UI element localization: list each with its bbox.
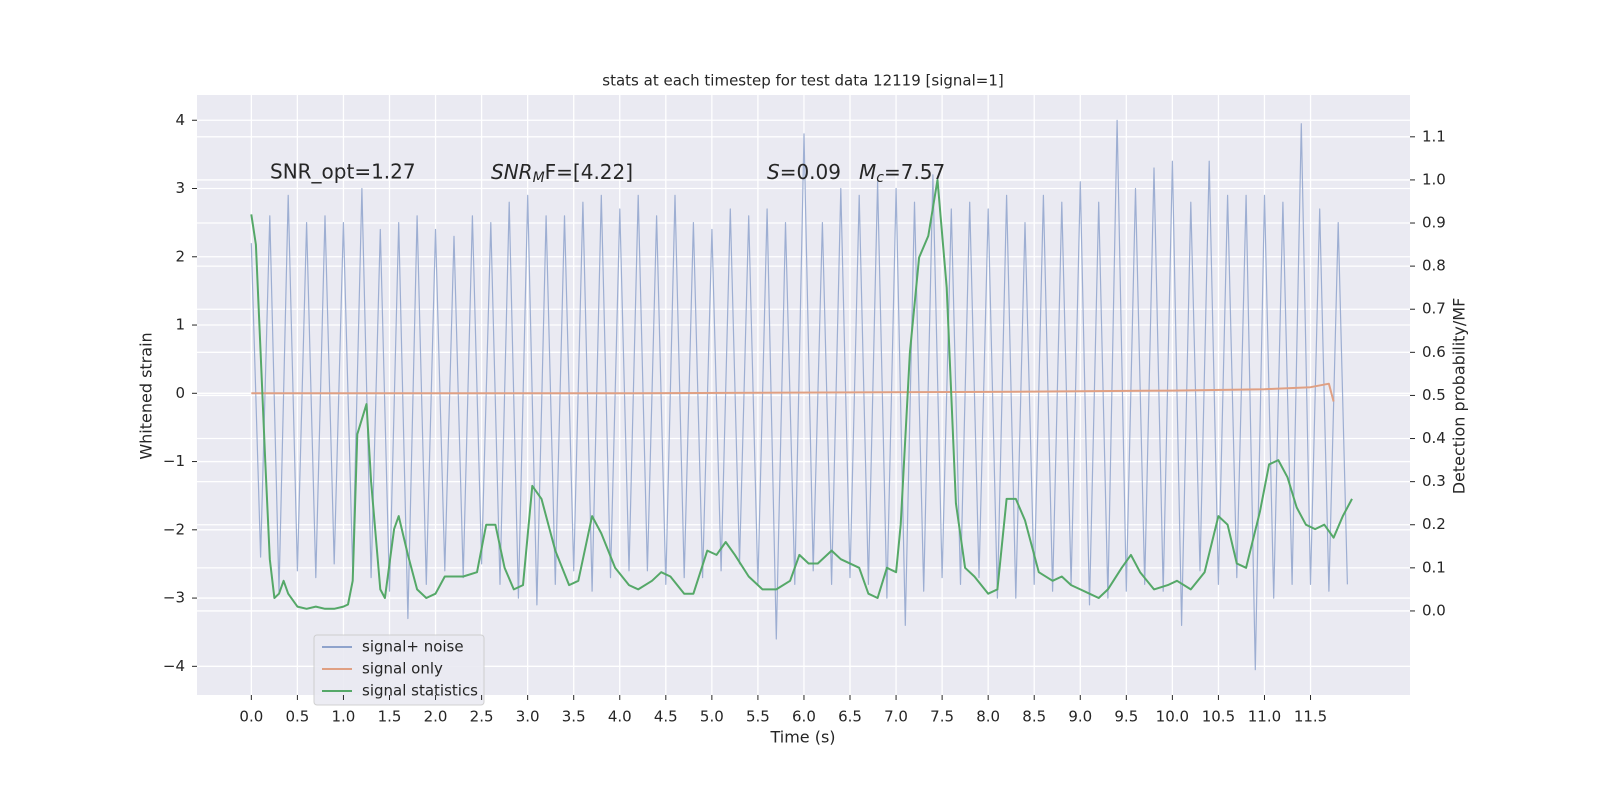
y-tick-label: −1	[163, 452, 185, 470]
y2-tick-label: 1.1	[1422, 127, 1446, 145]
annotation-sub: c	[876, 170, 884, 186]
chart-title: stats at each timestep for test data 121…	[602, 72, 1003, 90]
x-tick-label: 4.0	[608, 708, 632, 726]
y-tick-label: 4	[175, 111, 185, 129]
annotation-part: S	[767, 160, 780, 184]
x-tick-label: 2.0	[424, 708, 448, 726]
annotation: SNRMF=[4.22]	[491, 160, 633, 187]
annotation-part: M	[859, 160, 876, 184]
annotation: SNR_opt=1.27	[270, 160, 416, 184]
series-line	[251, 382, 1335, 402]
legend-label: signal+ noise	[362, 638, 464, 656]
x-tick-label: 8.5	[1022, 708, 1046, 726]
y2-tick-label: 0.5	[1422, 386, 1446, 404]
x-tick-label: 3.0	[516, 708, 540, 726]
x-tick-label: 4.5	[654, 708, 678, 726]
x-tick-label: 7.5	[930, 708, 954, 726]
y2-tick-label: 0.2	[1422, 515, 1446, 533]
x-tick-label: 9.0	[1068, 708, 1092, 726]
y2-tick-label: 0.8	[1422, 257, 1446, 275]
x-tick-label: 11.0	[1248, 708, 1281, 726]
x-tick-label: 2.5	[470, 708, 494, 726]
marks	[250, 119, 1353, 671]
y2-axis-label: Detection probability/MF	[1450, 298, 1469, 495]
y2-tick-label: 0.9	[1422, 214, 1446, 232]
y-tick-label: −2	[163, 520, 185, 538]
legend-frame	[313, 634, 485, 706]
x-tick-label: 6.0	[792, 708, 816, 726]
legend-label: signal only	[362, 660, 443, 678]
y2-tick-label: 0.7	[1422, 300, 1446, 318]
x-tick-label: 10.5	[1202, 708, 1235, 726]
annotation-sub: M	[533, 170, 545, 186]
x-tick-label: 0.0	[239, 708, 263, 726]
y2-tick-label: 1.0	[1422, 170, 1446, 188]
y2-tick-label: 0.0	[1422, 601, 1446, 619]
grid	[197, 95, 1410, 695]
x-tick-label: 6.5	[838, 708, 862, 726]
x-tick-label: 1.5	[378, 708, 402, 726]
x-tick-label: 11.5	[1294, 708, 1327, 726]
y2-tick-label: 0.1	[1422, 558, 1446, 576]
legend: signal+ noise signal only signal statistic…	[313, 634, 485, 706]
x-tick-label: 8.0	[976, 708, 1000, 726]
y2-tick-label: 0.6	[1422, 343, 1446, 361]
annotation-part: =7.57	[884, 160, 945, 184]
x-tick-label: 7.0	[884, 708, 908, 726]
x-tick-label: 3.5	[562, 708, 586, 726]
y-tick-label: −3	[163, 589, 185, 607]
y-tick-label: 1	[175, 316, 185, 334]
x-tick-label: 9.5	[1114, 708, 1138, 726]
y2-tick-label: 0.4	[1422, 429, 1446, 447]
y-axis-label: Whitened strain	[137, 332, 156, 459]
x-tick-label: 5.0	[700, 708, 724, 726]
x-tick-label: 1.0	[332, 708, 356, 726]
y-tick-label: 0	[175, 384, 185, 402]
annotation: S=0.09	[767, 160, 841, 184]
x-tick-label: 5.5	[746, 708, 770, 726]
series-line	[250, 178, 1353, 610]
annotation: Mc=7.57	[859, 160, 945, 187]
y-tick-label: −4	[163, 657, 185, 675]
x-tick-label: 0.5	[285, 708, 309, 726]
y-tick-label: 2	[175, 247, 185, 265]
annotation-part: F=[4.22]	[545, 160, 633, 184]
x-axis-label: Time (s)	[769, 728, 835, 747]
series-line	[250, 119, 1348, 671]
legend-label: signal statistics	[362, 682, 478, 700]
y-tick-label: 3	[175, 179, 185, 197]
annotation-part: SNR	[491, 160, 533, 184]
y2-tick-label: 0.3	[1422, 472, 1446, 490]
annotation-part: =0.09	[780, 160, 841, 184]
x-tick-label: 10.0	[1156, 708, 1189, 726]
